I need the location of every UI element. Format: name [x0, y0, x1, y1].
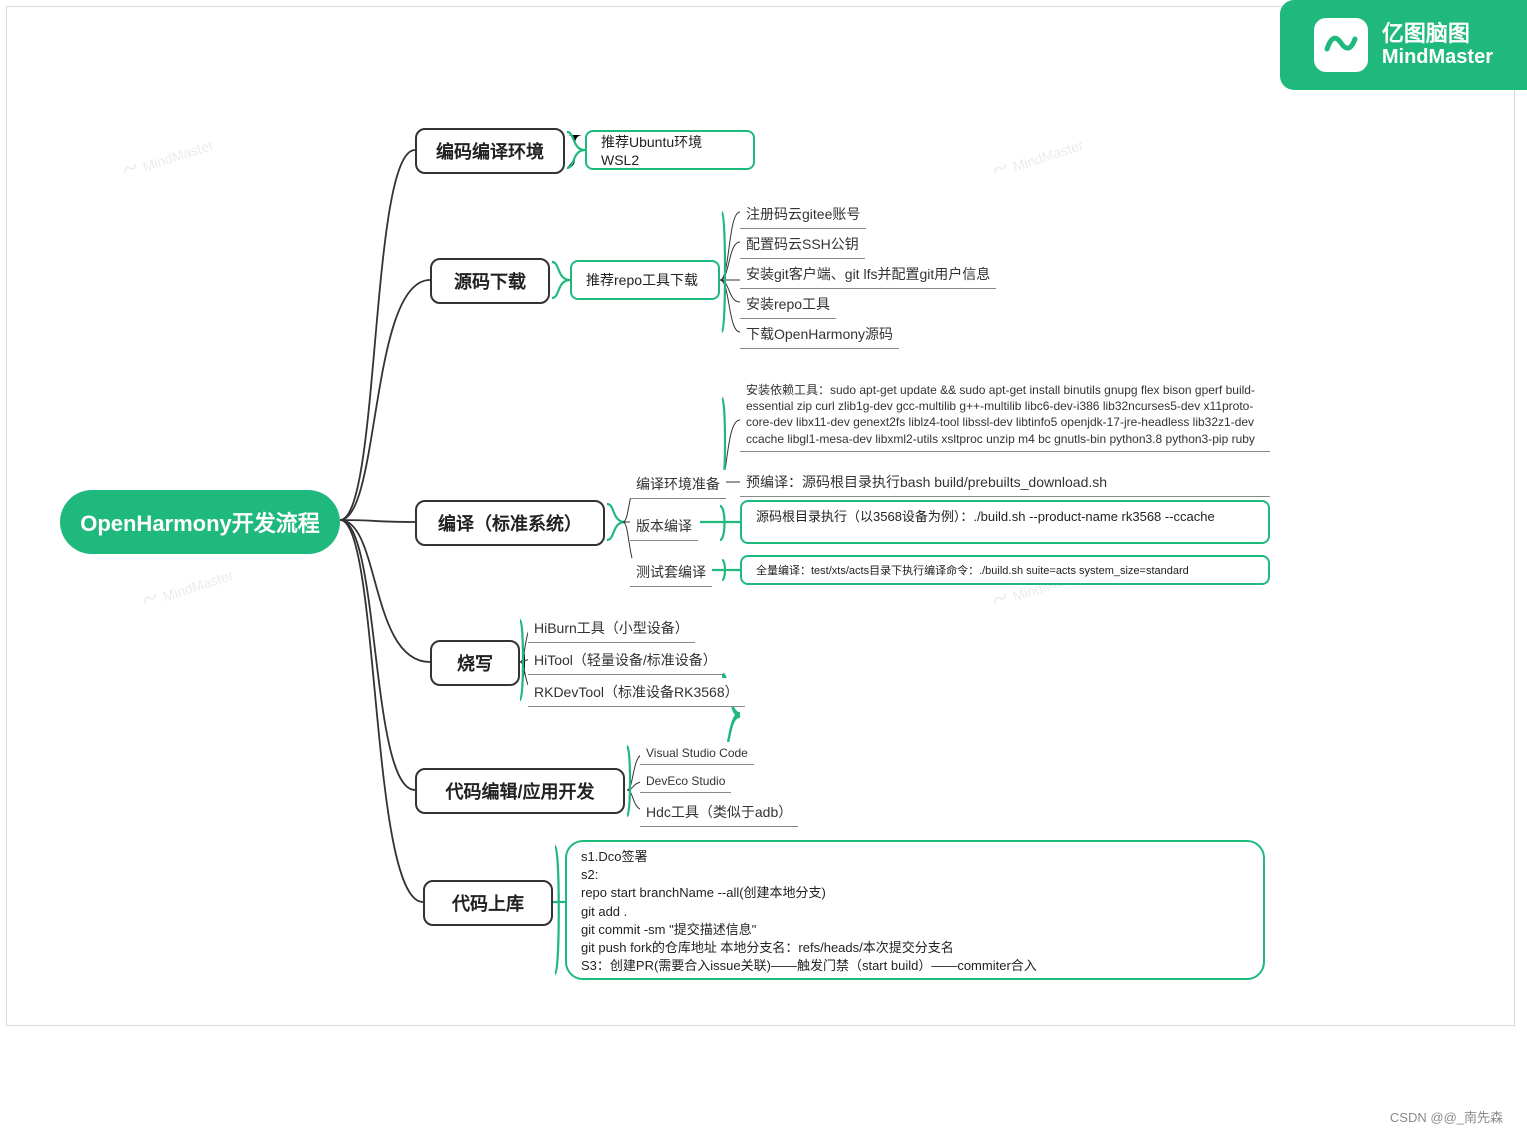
src-leaf[interactable]: 注册码云gitee账号 — [740, 200, 866, 229]
build-test-box[interactable]: 全量编译：test/xts/acts目录下执行编译命令：./build.sh s… — [740, 555, 1270, 585]
build-prep-deps[interactable]: 安装依赖工具：sudo apt-get update && sudo apt-g… — [740, 378, 1270, 452]
env-detail[interactable]: 推荐Ubuntu环境WSL2 — [585, 130, 755, 170]
src-leaf[interactable]: 下载OpenHarmony源码 — [740, 320, 899, 349]
src-detail[interactable]: 推荐repo工具下载 — [570, 260, 720, 300]
burn-leaf[interactable]: RKDevTool（标准设备RK3568） — [528, 678, 745, 707]
brand-badge: 亿图脑图 MindMaster — [1280, 0, 1527, 90]
branch-burn[interactable]: 烧写 — [430, 640, 520, 686]
src-leaf[interactable]: 配置码云SSH公钥 — [740, 230, 865, 259]
build-sub-test[interactable]: 测试套编译 — [630, 558, 712, 587]
root-node[interactable]: OpenHarmony开发流程 — [60, 490, 340, 554]
build-sub-prep[interactable]: 编译环境准备 — [630, 470, 726, 499]
branch-src[interactable]: 源码下载 — [430, 258, 550, 304]
branch-build[interactable]: 编译（标准系统） — [415, 500, 605, 546]
brand-title-cn: 亿图脑图 — [1382, 21, 1493, 46]
edit-leaf[interactable]: Visual Studio Code — [640, 742, 754, 765]
src-leaf[interactable]: 安装repo工具 — [740, 290, 836, 319]
branch-edit[interactable]: 代码编辑/应用开发 — [415, 768, 625, 814]
src-leaf[interactable]: 安装git客户端、git lfs并配置git用户信息 — [740, 260, 996, 289]
footer-attrib: CSDN @@_南先森 — [1390, 1107, 1503, 1126]
branch-push[interactable]: 代码上库 — [423, 880, 553, 926]
build-sub-ver[interactable]: 版本编译 — [630, 512, 698, 541]
edit-leaf[interactable]: DevEco Studio — [640, 770, 731, 793]
push-box[interactable]: s1.Dco签署 s2: repo start branchName --all… — [565, 840, 1265, 980]
build-prep-prebuild[interactable]: 预编译：源码根目录执行bash build/prebuilts_download… — [740, 468, 1270, 497]
edit-leaf[interactable]: Hdc工具（类似于adb） — [640, 798, 798, 827]
brand-icon — [1314, 18, 1368, 72]
burn-leaf[interactable]: HiTool（轻量设备/标准设备） — [528, 646, 723, 675]
brand-title-en: MindMaster — [1382, 46, 1493, 69]
mindmap-canvas: MindMaster MindMaster MindMaster MindMas… — [0, 0, 1527, 1136]
build-ver-box[interactable]: 源码根目录执行（以3568设备为例）：./build.sh --product-… — [740, 500, 1270, 544]
burn-leaf[interactable]: HiBurn工具（小型设备） — [528, 614, 695, 643]
branch-env[interactable]: 编码编译环境 — [415, 128, 565, 174]
